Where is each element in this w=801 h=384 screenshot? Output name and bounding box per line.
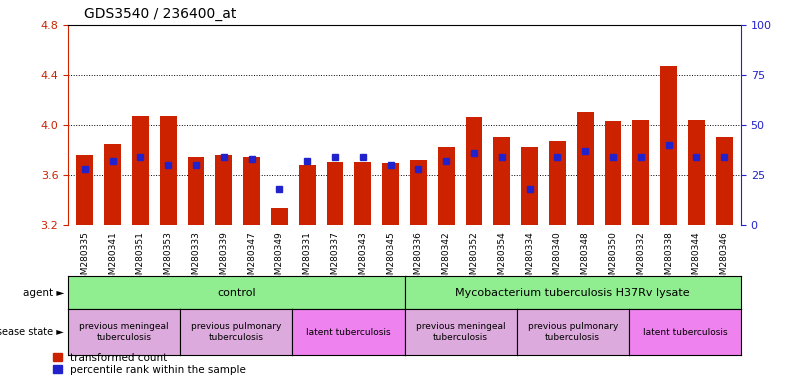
Text: previous meningeal
tuberculosis: previous meningeal tuberculosis xyxy=(416,323,505,342)
Bar xyxy=(382,164,399,225)
Text: latent tuberculosis: latent tuberculosis xyxy=(306,328,391,337)
Text: Mycobacterium tuberculosis H37Rv lysate: Mycobacterium tuberculosis H37Rv lysate xyxy=(456,288,690,298)
Bar xyxy=(549,141,566,225)
Text: GDS3540 / 236400_at: GDS3540 / 236400_at xyxy=(84,7,236,21)
Text: previous meningeal
tuberculosis: previous meningeal tuberculosis xyxy=(79,323,169,342)
Bar xyxy=(410,160,427,225)
Legend: transformed count, percentile rank within the sample: transformed count, percentile rank withi… xyxy=(54,353,246,375)
Bar xyxy=(271,209,288,225)
Bar xyxy=(76,155,93,225)
Bar xyxy=(521,147,538,225)
Bar xyxy=(215,155,232,225)
Bar xyxy=(716,137,733,225)
Text: agent ►: agent ► xyxy=(22,288,64,298)
Text: control: control xyxy=(217,288,256,298)
Bar xyxy=(465,118,482,225)
Bar xyxy=(355,162,371,225)
Bar xyxy=(605,121,622,225)
Bar xyxy=(132,116,149,225)
Bar xyxy=(327,162,344,225)
Bar xyxy=(438,147,454,225)
Text: previous pulmonary
tuberculosis: previous pulmonary tuberculosis xyxy=(191,323,281,342)
Text: latent tuberculosis: latent tuberculosis xyxy=(642,328,727,337)
Bar xyxy=(160,116,176,225)
Bar xyxy=(577,113,594,225)
Bar xyxy=(299,165,316,225)
Bar xyxy=(688,120,705,225)
Bar xyxy=(244,157,260,225)
Bar xyxy=(187,157,204,225)
Bar xyxy=(660,66,677,225)
Bar xyxy=(493,137,510,225)
Bar xyxy=(104,144,121,225)
Text: previous pulmonary
tuberculosis: previous pulmonary tuberculosis xyxy=(528,323,618,342)
Text: disease state ►: disease state ► xyxy=(0,327,64,337)
Bar xyxy=(633,120,649,225)
